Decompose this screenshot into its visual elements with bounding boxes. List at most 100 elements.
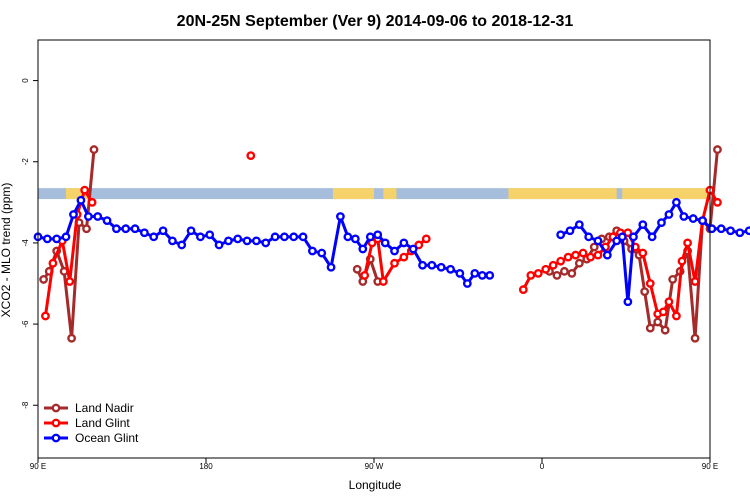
data-point: [647, 232, 657, 242]
data-point: [658, 307, 668, 317]
data-point: [436, 262, 446, 272]
data-point: [65, 277, 75, 286]
x-tick-label: 90 W: [365, 462, 384, 471]
legend-item: Ocean Glint: [44, 431, 139, 445]
data-point: [455, 268, 465, 278]
data-point: [645, 279, 655, 288]
data-point: [205, 230, 215, 240]
data-point: [638, 248, 648, 258]
legend-label: Land Nadir: [75, 401, 134, 415]
data-point: [664, 297, 674, 307]
land-ocean-band: [38, 188, 710, 200]
data-point: [270, 232, 280, 242]
data-point: [657, 218, 666, 228]
data-point: [518, 285, 528, 294]
data-point: [556, 256, 566, 266]
data-point: [390, 258, 399, 268]
data-point: [352, 264, 362, 274]
data-point: [365, 232, 375, 242]
data-point: [399, 238, 409, 248]
data-point: [541, 264, 551, 274]
data-point: [279, 232, 289, 242]
data-point: [261, 238, 271, 248]
data-point: [87, 197, 97, 207]
data-point: [307, 246, 317, 256]
data-point: [427, 260, 437, 270]
data-point: [683, 238, 692, 248]
data-point: [612, 236, 622, 246]
data-point: [688, 214, 698, 223]
data-point: [462, 279, 472, 288]
legend-marker: [51, 418, 61, 428]
y-tick-label: 0: [21, 78, 30, 83]
y-tick-label: -4: [21, 239, 30, 247]
data-point: [713, 197, 722, 207]
legend-marker: [51, 403, 61, 413]
data-point: [556, 230, 566, 240]
data-point: [52, 234, 62, 244]
data-point: [653, 317, 663, 327]
data-point: [158, 226, 168, 236]
data-point: [373, 230, 383, 240]
data-point: [586, 252, 595, 262]
land-segment: [508, 188, 617, 200]
data-point: [716, 224, 726, 234]
data-point: [726, 226, 735, 236]
data-point: [80, 185, 90, 195]
data-point: [130, 224, 140, 234]
data-point: [149, 232, 159, 242]
data-point: [574, 258, 584, 268]
data-point: [526, 270, 536, 280]
data-point: [358, 244, 368, 254]
data-point: [672, 311, 681, 321]
data-point: [214, 240, 224, 250]
y-tick-label: -2: [21, 158, 30, 166]
data-point: [421, 234, 431, 244]
data-point: [664, 210, 674, 219]
data-point: [289, 232, 299, 242]
data-point: [76, 195, 86, 205]
data-point: [617, 232, 627, 242]
data-point: [552, 270, 562, 280]
data-point: [640, 287, 650, 297]
data-point: [42, 234, 52, 244]
data-point: [690, 277, 700, 286]
data-point: [485, 270, 495, 280]
data-point: [343, 232, 353, 242]
y-axis: 0 -2 -4 -6 -8: [21, 78, 38, 409]
data-point: [167, 236, 177, 246]
land-segment: [622, 188, 710, 200]
data-point: [593, 250, 603, 260]
data-point: [408, 244, 418, 254]
data-point: [414, 240, 424, 250]
data-point: [470, 268, 480, 278]
legend-label: Land Glint: [75, 416, 130, 430]
data-point: [602, 250, 612, 260]
y-tick-label: -6: [21, 320, 30, 328]
data-point: [112, 224, 121, 234]
data-point: [744, 226, 750, 236]
data-point: [102, 216, 112, 225]
data-point: [418, 260, 427, 270]
data-point: [41, 311, 50, 321]
data-point: [380, 238, 390, 248]
data-point: [672, 197, 681, 207]
legend-label: Ocean Glint: [75, 431, 139, 445]
data-point: [89, 145, 99, 154]
series-line: [37, 198, 490, 285]
data-point: [477, 270, 487, 280]
y-axis-label: XCO2 - MLO trend (ppm): [0, 183, 13, 318]
data-point: [563, 252, 573, 262]
data-point: [378, 277, 388, 286]
chart-title: 20N-25N September (Ver 9) 2014-09-06 to …: [177, 13, 574, 30]
data-point: [360, 270, 370, 280]
data-point: [251, 236, 261, 246]
data-point: [48, 258, 58, 268]
data-point: [298, 232, 308, 242]
legend-item: Land Glint: [44, 416, 130, 430]
data-point: [399, 252, 409, 262]
data-point: [39, 275, 48, 284]
legend-marker: [51, 433, 61, 443]
series-line: [42, 149, 96, 340]
